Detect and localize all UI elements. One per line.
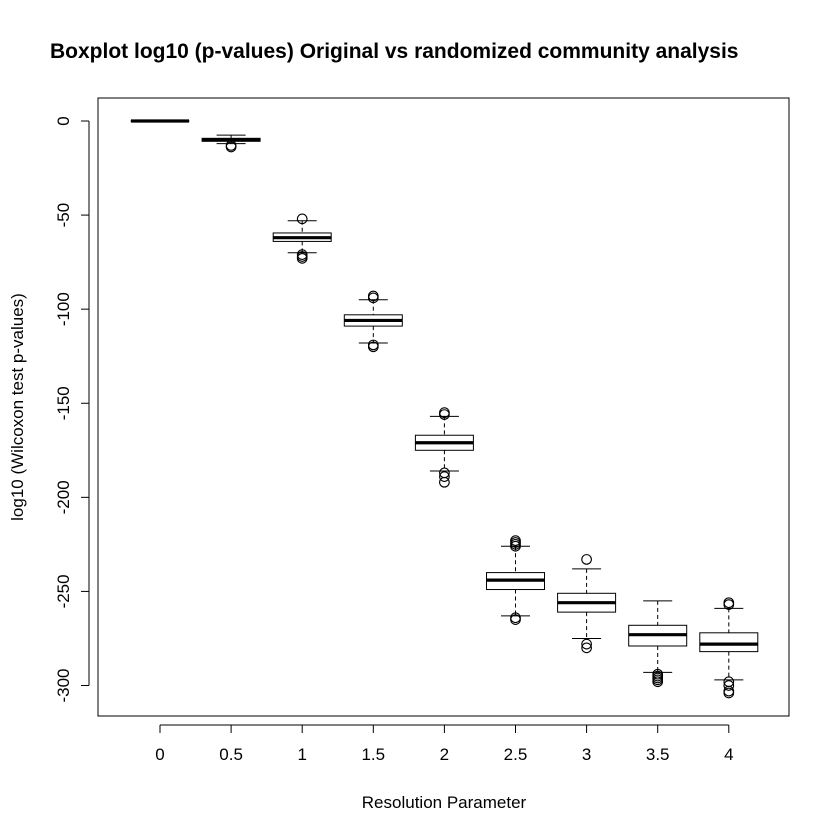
outlier-point [367, 341, 379, 353]
outlier-point [439, 476, 450, 488]
chart-title: Boxplot log10 (p-values) Original vs ran… [50, 40, 739, 63]
y-tick-label: -150 [54, 386, 73, 420]
outlier-point [581, 554, 592, 565]
outlier-point [723, 599, 735, 610]
box-0.5 [201, 134, 261, 153]
x-tick-label: 3.5 [646, 745, 670, 764]
box-3.5 [628, 600, 688, 688]
y-tick-label: 0 [54, 116, 73, 125]
x-tick-label: 3 [582, 745, 591, 764]
y-axis: 0 -50 -100 -150 -200 -250 -300 [54, 116, 90, 703]
outlier-point [510, 540, 521, 552]
x-tick-label: 1 [297, 745, 306, 764]
y-tick-label: -300 [54, 668, 73, 702]
outlier-point [439, 409, 450, 420]
x-tick-label: 4 [724, 745, 733, 764]
x-tick-label: 0.5 [219, 745, 243, 764]
box-4 [699, 597, 759, 699]
outlier-point [581, 638, 592, 650]
outlier-point [723, 687, 735, 699]
outlier-point [296, 213, 308, 225]
y-tick-label: -250 [54, 574, 73, 608]
x-tick-label: 0 [155, 745, 164, 764]
x-axis-label: Resolution Parameter [362, 793, 527, 812]
x-tick-label: 1.5 [361, 745, 385, 764]
outlier-point [652, 676, 664, 688]
x-tick-label: 2 [440, 745, 449, 764]
box-3 [557, 554, 617, 654]
x-tick-label: 2.5 [504, 745, 528, 764]
outlier-point [723, 680, 735, 691]
y-axis-label: log10 (Wilcoxon test p-values) [8, 293, 27, 521]
box-2 [414, 407, 474, 488]
outlier-point [367, 292, 379, 304]
outlier-point [225, 141, 237, 153]
outlier-point [581, 642, 592, 654]
box-2.5 [486, 535, 545, 625]
box-1.5 [343, 290, 403, 353]
box-1 [272, 213, 332, 264]
plot-frame [97, 97, 790, 717]
box-group [130, 119, 759, 699]
outlier-point [296, 253, 308, 264]
y-tick-label: -100 [54, 292, 73, 326]
iqr-box [699, 632, 759, 653]
y-tick-label: -50 [54, 203, 73, 228]
x-axis: 0 0.5 1 1.5 2 2.5 3 3.5 4 [155, 724, 734, 764]
y-tick-label: -200 [54, 480, 73, 514]
outlier-point [510, 614, 521, 625]
outlier-point [439, 471, 450, 482]
